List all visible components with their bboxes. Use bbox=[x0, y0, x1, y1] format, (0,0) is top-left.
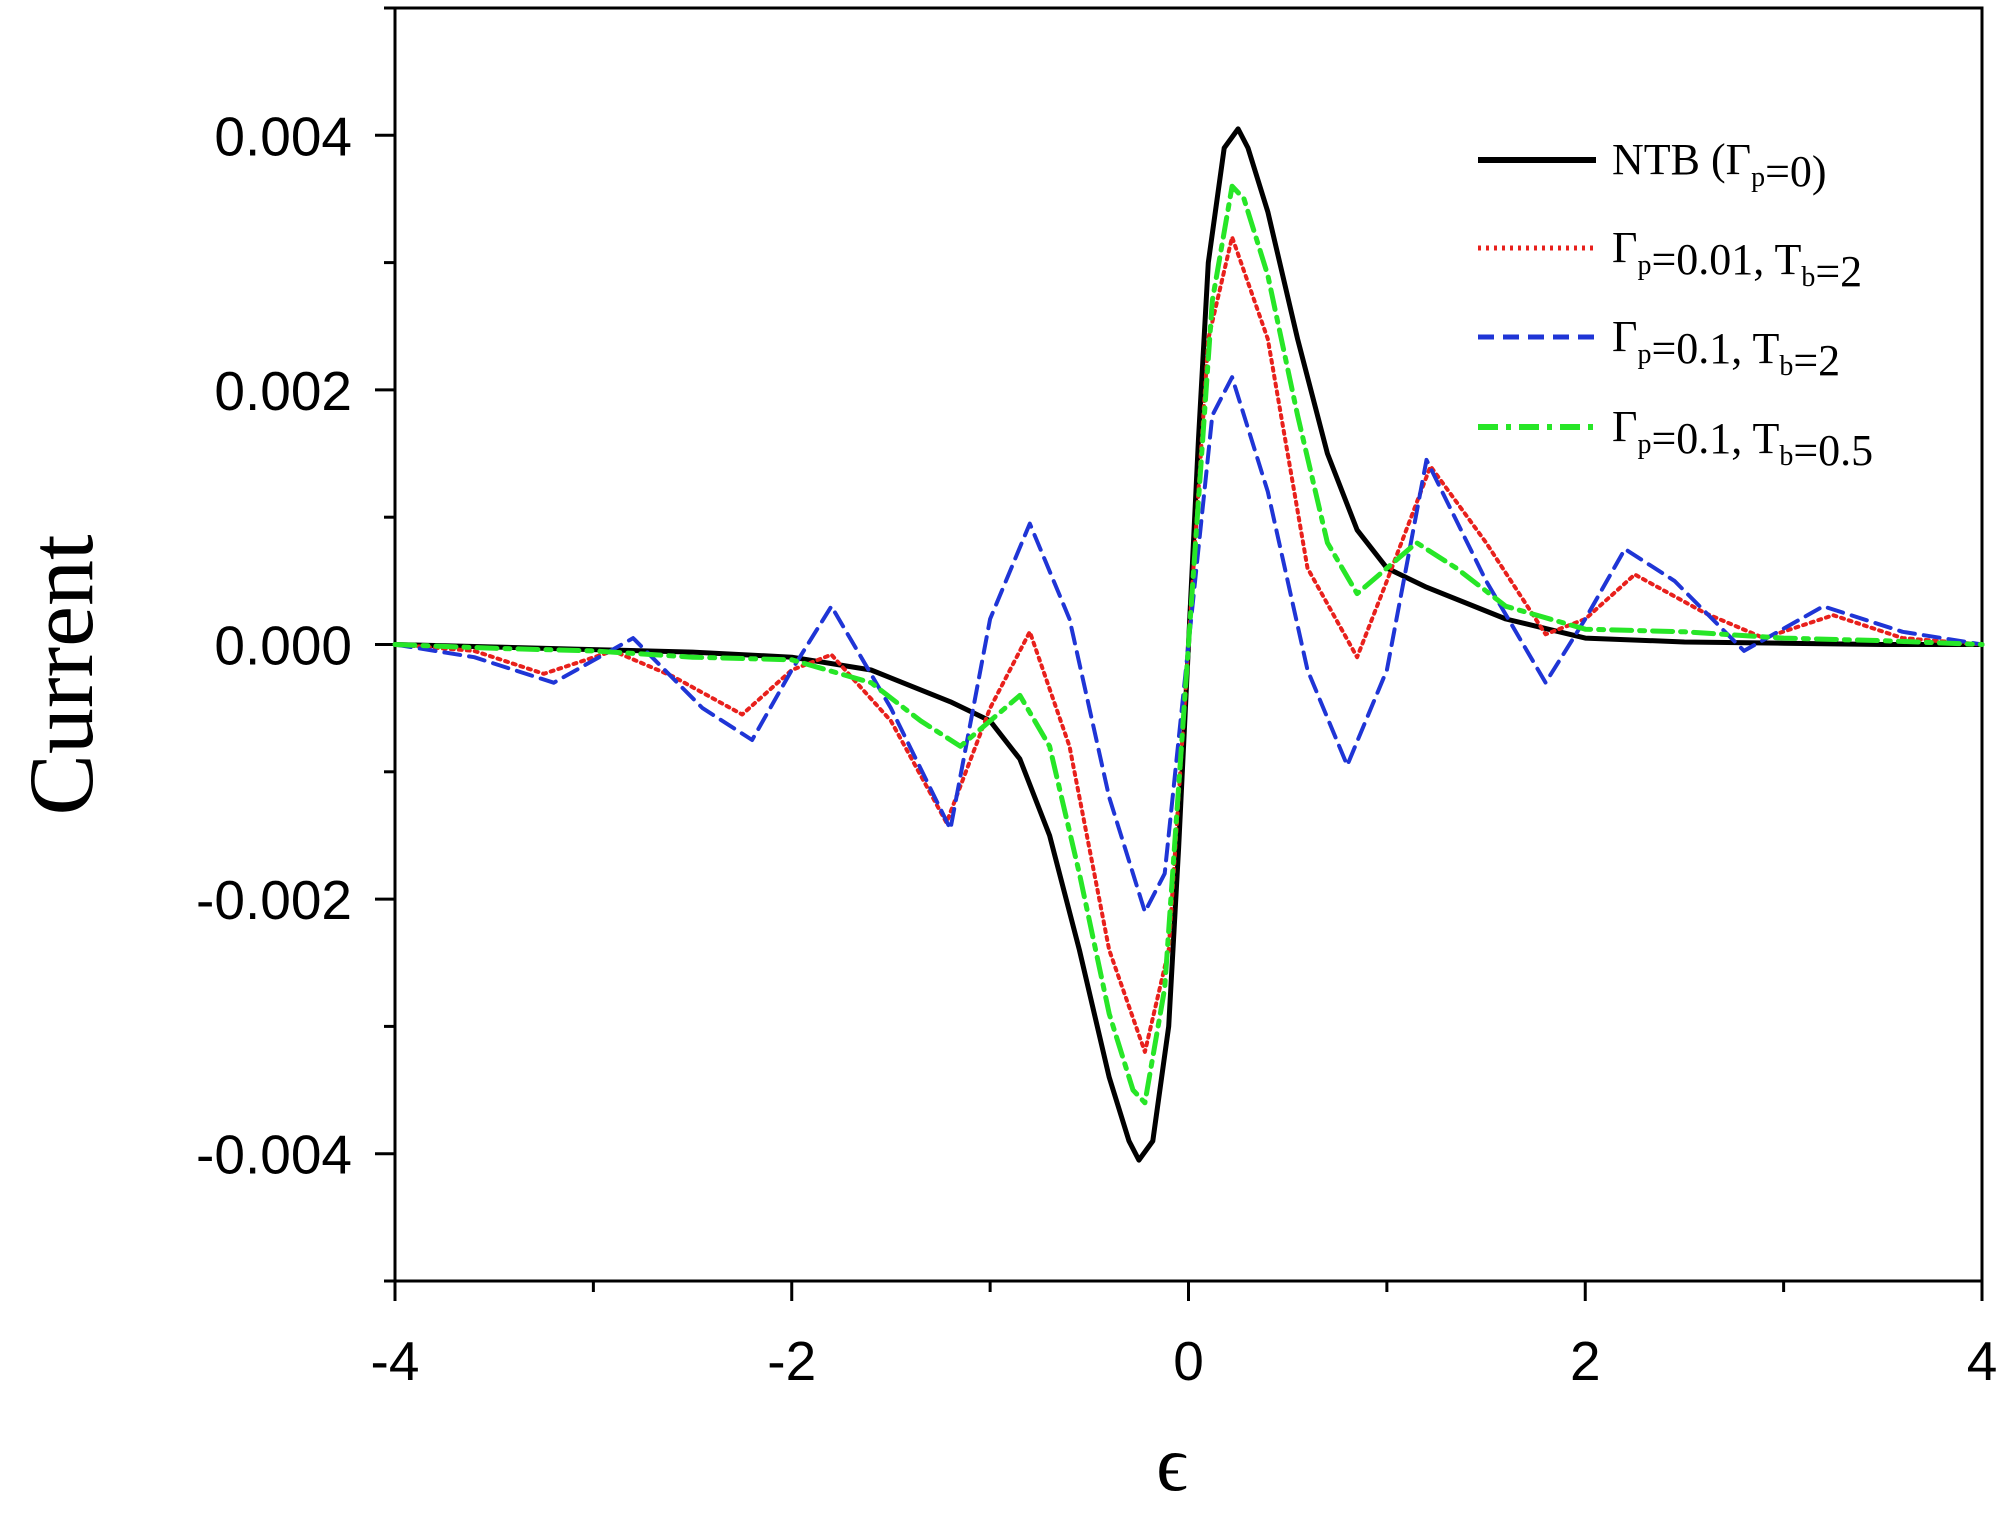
legend-text-part: NTB (Γ bbox=[1612, 135, 1751, 184]
legend-subscript: b bbox=[1779, 441, 1793, 472]
x-tick-label: 2 bbox=[1570, 1330, 1601, 1392]
legend-text-part: =0) bbox=[1765, 147, 1826, 196]
legend: NTB (Γp=0)Γp=0.01, Tb=2Γp=0.1, Tb=2Γp=0.… bbox=[1478, 135, 1873, 475]
x-tick-label: 4 bbox=[1967, 1330, 1998, 1392]
legend-subscript: p bbox=[1637, 250, 1651, 281]
legend-text-part: Γ bbox=[1612, 223, 1637, 272]
x-tick-label: -4 bbox=[371, 1330, 420, 1392]
legend-text-part: =0.5 bbox=[1793, 426, 1873, 475]
legend-subscript: p bbox=[1637, 339, 1651, 370]
series-line-4 bbox=[392, 183, 1985, 1106]
legend-label-2: Γp=0.01, Tb=2 bbox=[1612, 223, 1862, 296]
legend-label-3: Γp=0.1, Tb=2 bbox=[1612, 312, 1840, 385]
axes-layer: -4 -2 0 2 4 -0.004 -0.002 0.000 0.002 0.004 bbox=[196, 6, 1998, 1392]
y-tick-label: -0.004 bbox=[196, 1124, 352, 1186]
legend-text-part: Γ bbox=[1612, 402, 1637, 451]
y-axis-title: Current bbox=[10, 534, 112, 815]
series-layer bbox=[392, 126, 1985, 1163]
y-tick-label: 0.002 bbox=[214, 360, 352, 422]
legend-subscript: p bbox=[1637, 429, 1651, 460]
x-axis-title: ϵ bbox=[1156, 1420, 1188, 1507]
legend-text-part: =0.01, T bbox=[1651, 235, 1801, 284]
legend-text-part: =0.1, T bbox=[1651, 324, 1779, 373]
legend-subscript: b bbox=[1801, 262, 1815, 293]
legend-subscript: p bbox=[1751, 162, 1765, 193]
x-tick-label: 0 bbox=[1173, 1330, 1204, 1392]
legend-text-part: =0.1, T bbox=[1651, 414, 1779, 463]
y-tick-label: -0.002 bbox=[196, 869, 352, 931]
legend-subscript: b bbox=[1779, 351, 1793, 382]
legend-label-4: Γp=0.1, Tb=0.5 bbox=[1612, 402, 1873, 475]
x-tick-label: -2 bbox=[767, 1330, 816, 1392]
y-tick-label: 0.004 bbox=[214, 105, 352, 167]
legend-text-part: =2 bbox=[1815, 247, 1862, 296]
legend-text-part: Γ bbox=[1612, 312, 1637, 361]
legend-label-1: NTB (Γp=0) bbox=[1612, 135, 1827, 196]
legend-text-part: =2 bbox=[1793, 336, 1840, 385]
y-tick-label: 0.000 bbox=[214, 615, 352, 677]
